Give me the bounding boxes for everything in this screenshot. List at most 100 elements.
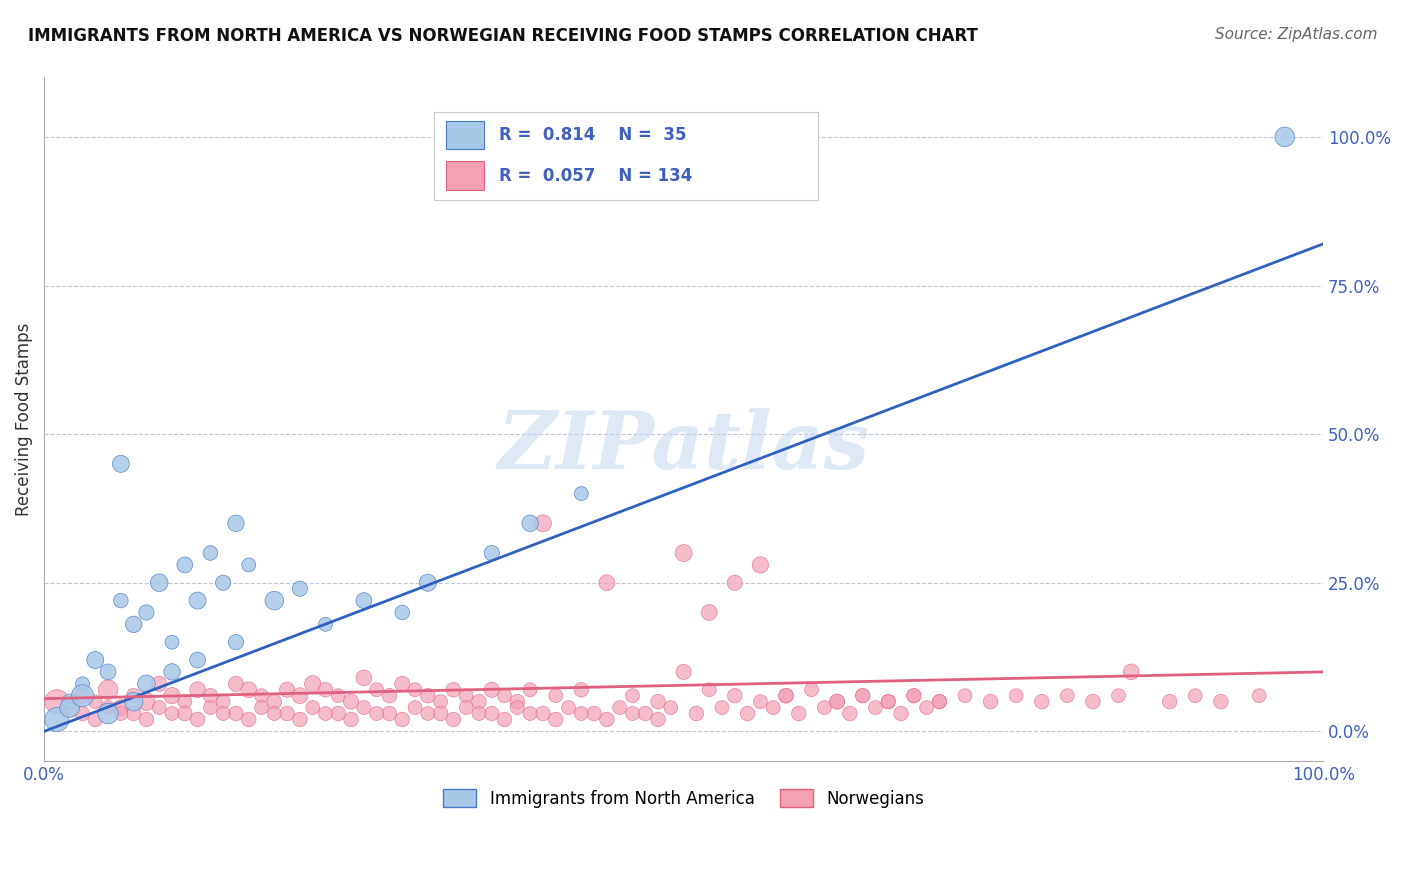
Point	[672, 546, 695, 560]
Point	[238, 713, 260, 727]
Point	[72, 677, 94, 691]
Point	[97, 700, 120, 714]
Point	[110, 700, 132, 714]
Point	[353, 700, 375, 714]
Point	[481, 682, 503, 697]
Text: Source: ZipAtlas.com: Source: ZipAtlas.com	[1215, 27, 1378, 42]
Point	[481, 546, 503, 560]
Point	[647, 713, 669, 727]
Point	[569, 486, 592, 500]
Point	[378, 689, 401, 703]
Point	[276, 706, 298, 721]
Point	[852, 689, 875, 703]
Point	[45, 713, 67, 727]
Point	[135, 713, 157, 727]
Point	[697, 682, 720, 697]
Point	[456, 689, 478, 703]
Point	[1159, 695, 1181, 709]
Point	[737, 706, 759, 721]
Point	[569, 682, 592, 697]
Point	[315, 617, 337, 632]
Point	[468, 695, 491, 709]
Point	[596, 575, 619, 590]
Text: IMMIGRANTS FROM NORTH AMERICA VS NORWEGIAN RECEIVING FOOD STAMPS CORRELATION CHA: IMMIGRANTS FROM NORTH AMERICA VS NORWEGI…	[28, 27, 979, 45]
Point	[110, 706, 132, 721]
Point	[519, 706, 541, 721]
Point	[647, 695, 669, 709]
Point	[557, 700, 579, 714]
Point	[1056, 689, 1078, 703]
Point	[353, 671, 375, 685]
Point	[672, 665, 695, 679]
Point	[1274, 129, 1296, 144]
Point	[506, 695, 529, 709]
Point	[301, 700, 323, 714]
Point	[441, 713, 464, 727]
Point	[315, 706, 337, 721]
Point	[416, 689, 439, 703]
Point	[340, 713, 363, 727]
Point	[200, 700, 222, 714]
Point	[378, 706, 401, 721]
Point	[173, 558, 195, 572]
Point	[173, 695, 195, 709]
Point	[148, 677, 170, 691]
Point	[122, 706, 145, 721]
Point	[583, 706, 606, 721]
Point	[953, 689, 976, 703]
Text: ZIPatlas: ZIPatlas	[498, 408, 870, 485]
Point	[97, 706, 120, 721]
Point	[110, 457, 132, 471]
Point	[724, 689, 747, 703]
Point	[72, 706, 94, 721]
Point	[1081, 695, 1104, 709]
Point	[1005, 689, 1028, 703]
Point	[928, 695, 950, 709]
Point	[212, 695, 235, 709]
Point	[276, 682, 298, 697]
Point	[494, 713, 516, 727]
Point	[212, 575, 235, 590]
Point	[404, 700, 426, 714]
Point	[787, 706, 810, 721]
Point	[187, 682, 209, 697]
Point	[468, 706, 491, 721]
Point	[315, 682, 337, 697]
Point	[441, 682, 464, 697]
Point	[903, 689, 925, 703]
Point	[263, 695, 285, 709]
Point	[122, 695, 145, 709]
Point	[775, 689, 797, 703]
Point	[84, 653, 107, 667]
Point	[429, 706, 451, 721]
Point	[391, 713, 413, 727]
Point	[366, 682, 388, 697]
Point	[135, 695, 157, 709]
Point	[45, 695, 67, 709]
Point	[301, 677, 323, 691]
Point	[825, 695, 848, 709]
Point	[97, 682, 120, 697]
Point	[122, 689, 145, 703]
Point	[148, 700, 170, 714]
Point	[800, 682, 823, 697]
Legend: Immigrants from North America, Norwegians: Immigrants from North America, Norwegian…	[436, 783, 931, 814]
Point	[519, 682, 541, 697]
Point	[609, 700, 631, 714]
Point	[250, 700, 273, 714]
Point	[238, 558, 260, 572]
Point	[416, 706, 439, 721]
Point	[187, 593, 209, 607]
Point	[456, 700, 478, 714]
Point	[596, 713, 619, 727]
Point	[569, 706, 592, 721]
Point	[621, 706, 644, 721]
Point	[852, 689, 875, 703]
Point	[72, 689, 94, 703]
Point	[160, 706, 183, 721]
Point	[328, 706, 350, 721]
Point	[59, 695, 82, 709]
Point	[59, 700, 82, 714]
Point	[775, 689, 797, 703]
Point	[84, 695, 107, 709]
